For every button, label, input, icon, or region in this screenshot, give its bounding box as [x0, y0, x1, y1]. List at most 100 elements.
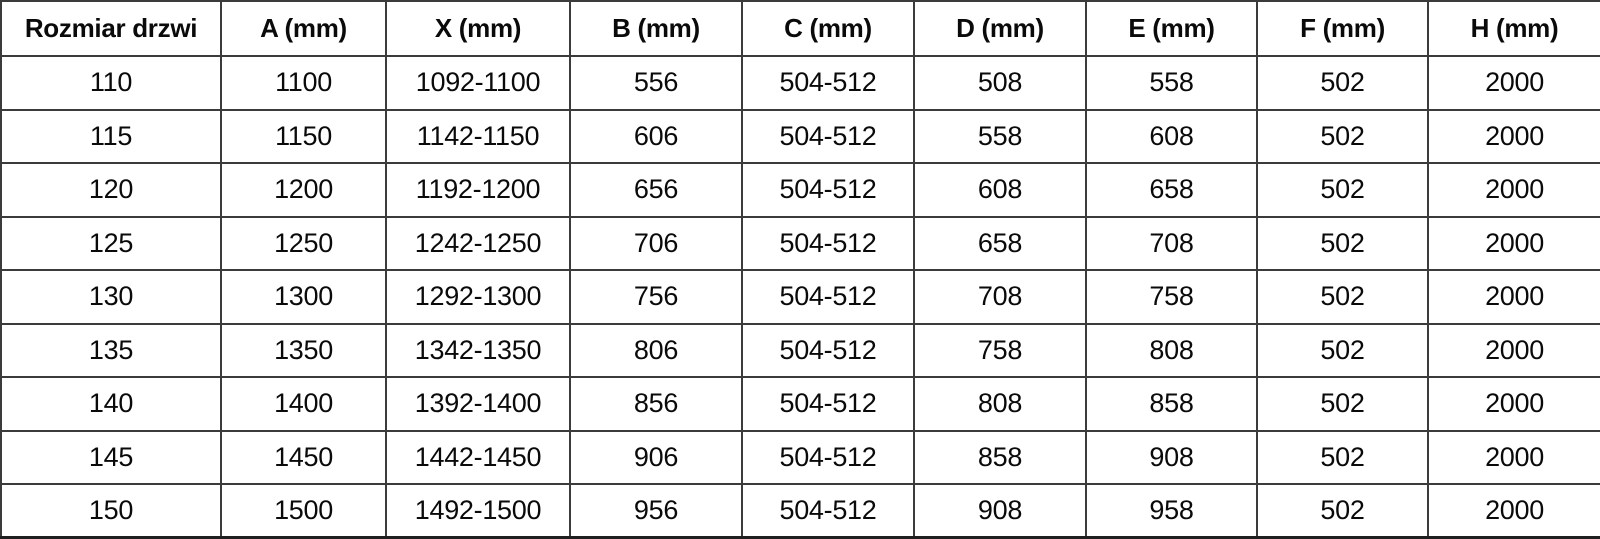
table-cell: 2000	[1427, 322, 1600, 378]
header-cell-h: H (mm)	[1427, 0, 1600, 57]
table-cell: 502	[1256, 55, 1429, 111]
table-cell: 558	[913, 108, 1087, 164]
table-cell: 706	[569, 215, 743, 271]
table-cell: 502	[1256, 376, 1429, 432]
table-cell: 502	[1256, 108, 1429, 164]
table-cell: 1100	[220, 55, 387, 111]
table-cell: 806	[569, 322, 743, 378]
table-cell: 658	[1085, 162, 1258, 218]
table-cell: 658	[913, 215, 1087, 271]
table-cell: 504-512	[741, 215, 915, 271]
table-cell: 504-512	[741, 376, 915, 432]
table-cell: 150	[0, 483, 222, 539]
header-cell-c: C (mm)	[741, 0, 915, 57]
table-cell: 2000	[1427, 376, 1600, 432]
table-cell: 758	[1085, 269, 1258, 325]
table-cell: 856	[569, 376, 743, 432]
table-cell: 808	[1085, 322, 1258, 378]
header-cell-f: F (mm)	[1256, 0, 1429, 57]
table-body: 110 1100 1092-1100 556 504-512 508 558 502 2000 1…	[0, 55, 1600, 539]
table-row: 120 1200 1192-1200 656 504-512 608 658 502 2000	[0, 162, 1600, 218]
header-cell-rozmiar-drzwi: Rozmiar drzwi	[0, 0, 222, 57]
table-cell: 1492-1500	[385, 483, 571, 539]
table-cell: 606	[569, 108, 743, 164]
table-cell: 756	[569, 269, 743, 325]
table-cell: 504-512	[741, 162, 915, 218]
table-cell: 502	[1256, 215, 1429, 271]
table-cell: 558	[1085, 55, 1258, 111]
table-cell: 1192-1200	[385, 162, 571, 218]
table-cell: 502	[1256, 429, 1429, 485]
table-cell: 1142-1150	[385, 108, 571, 164]
table-row: 150 1500 1492-1500 956 504-512 908 958 502 2000	[0, 483, 1600, 539]
table-cell: 1242-1250	[385, 215, 571, 271]
table-cell: 502	[1256, 269, 1429, 325]
table-cell: 2000	[1427, 55, 1600, 111]
table-header-row: Rozmiar drzwi A (mm) X (mm) B (mm) C (mm) D (…	[0, 0, 1600, 57]
header-cell-a: A (mm)	[220, 0, 387, 57]
table-cell: 502	[1256, 322, 1429, 378]
table-cell: 1450	[220, 429, 387, 485]
table-cell: 145	[0, 429, 222, 485]
table-cell: 708	[1085, 215, 1258, 271]
table-cell: 504-512	[741, 322, 915, 378]
table-cell: 1092-1100	[385, 55, 571, 111]
table-cell: 504-512	[741, 483, 915, 539]
table-cell: 135	[0, 322, 222, 378]
table-cell: 508	[913, 55, 1087, 111]
table-cell: 1150	[220, 108, 387, 164]
table-cell: 502	[1256, 483, 1429, 539]
table-cell: 120	[0, 162, 222, 218]
table-cell: 858	[913, 429, 1087, 485]
header-cell-d: D (mm)	[913, 0, 1087, 57]
table-row: 125 1250 1242-1250 706 504-512 658 708 502 2000	[0, 215, 1600, 271]
table-cell: 908	[913, 483, 1087, 539]
table-cell: 125	[0, 215, 222, 271]
table-cell: 140	[0, 376, 222, 432]
table-row: 135 1350 1342-1350 806 504-512 758 808 502 2000	[0, 322, 1600, 378]
table-cell: 1342-1350	[385, 322, 571, 378]
header-cell-b: B (mm)	[569, 0, 743, 57]
table-cell: 502	[1256, 162, 1429, 218]
table-cell: 2000	[1427, 108, 1600, 164]
table-cell: 808	[913, 376, 1087, 432]
table-cell: 1442-1450	[385, 429, 571, 485]
table-cell: 1300	[220, 269, 387, 325]
table-row: 145 1450 1442-1450 906 504-512 858 908 502 2000	[0, 429, 1600, 485]
table-cell: 2000	[1427, 429, 1600, 485]
table-cell: 1200	[220, 162, 387, 218]
table-cell: 608	[913, 162, 1087, 218]
table-cell: 608	[1085, 108, 1258, 164]
table-cell: 1292-1300	[385, 269, 571, 325]
table-row: 115 1150 1142-1150 606 504-512 558 608 502 2000	[0, 108, 1600, 164]
table-cell: 906	[569, 429, 743, 485]
table-cell: 958	[1085, 483, 1258, 539]
table-cell: 110	[0, 55, 222, 111]
table-cell: 656	[569, 162, 743, 218]
header-cell-x: X (mm)	[385, 0, 571, 57]
table-cell: 1500	[220, 483, 387, 539]
table-cell: 1350	[220, 322, 387, 378]
table-cell: 908	[1085, 429, 1258, 485]
table-cell: 1392-1400	[385, 376, 571, 432]
table-row: 110 1100 1092-1100 556 504-512 508 558 502 2000	[0, 55, 1600, 111]
table-cell: 504-512	[741, 108, 915, 164]
table-cell: 1400	[220, 376, 387, 432]
table-cell: 115	[0, 108, 222, 164]
table-row: 130 1300 1292-1300 756 504-512 708 758 502 2000	[0, 269, 1600, 325]
table-cell: 504-512	[741, 429, 915, 485]
table-cell: 556	[569, 55, 743, 111]
table-row: 140 1400 1392-1400 856 504-512 808 858 502 2000	[0, 376, 1600, 432]
table-cell: 2000	[1427, 483, 1600, 539]
table-cell: 130	[0, 269, 222, 325]
table-cell: 1250	[220, 215, 387, 271]
table-cell: 758	[913, 322, 1087, 378]
table-cell: 708	[913, 269, 1087, 325]
table-cell: 2000	[1427, 215, 1600, 271]
table-cell: 858	[1085, 376, 1258, 432]
header-cell-e: E (mm)	[1085, 0, 1258, 57]
table-cell: 2000	[1427, 269, 1600, 325]
table-cell: 2000	[1427, 162, 1600, 218]
table-cell: 504-512	[741, 269, 915, 325]
